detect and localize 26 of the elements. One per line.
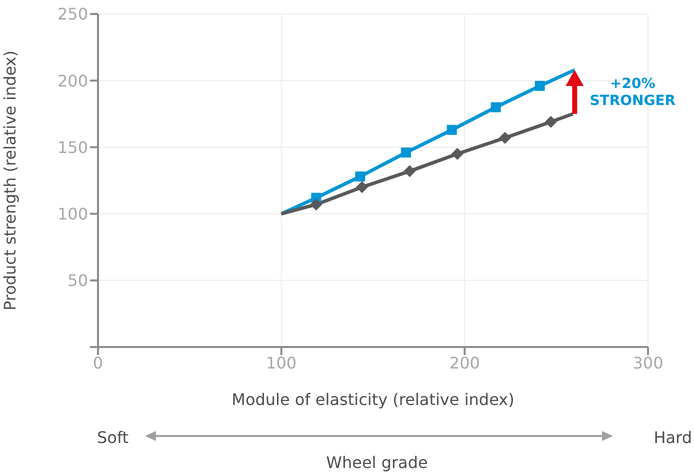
y-tick-label: 200 xyxy=(57,71,88,90)
point xyxy=(355,172,366,182)
point xyxy=(356,181,368,194)
y-tick-label: 100 xyxy=(57,204,88,224)
point xyxy=(446,124,457,135)
text: Hard xyxy=(654,428,692,447)
x-tick-label: 300 xyxy=(632,353,664,372)
x-tick-label: 100 xyxy=(266,353,297,372)
y-tick-label: 150 xyxy=(57,138,88,157)
point xyxy=(544,116,557,128)
x-tick-label: 0 xyxy=(92,353,104,372)
point xyxy=(490,102,501,112)
x-tick-label: 200 xyxy=(449,353,480,372)
point xyxy=(451,148,464,160)
y-tick-label: 250 xyxy=(57,4,88,24)
text: Soft xyxy=(97,428,129,447)
y-axis-title: Product strength (relative index) xyxy=(0,50,20,310)
point xyxy=(499,132,511,144)
point xyxy=(404,165,416,178)
point xyxy=(401,148,411,158)
y-tick-label: 50 xyxy=(68,271,88,290)
text: Wheel grade xyxy=(326,453,428,472)
x-axis-title: Module of elasticity (relative index) xyxy=(232,390,514,409)
annotation: +20% STRONGER xyxy=(590,76,676,109)
point xyxy=(534,80,545,91)
point xyxy=(310,198,322,210)
